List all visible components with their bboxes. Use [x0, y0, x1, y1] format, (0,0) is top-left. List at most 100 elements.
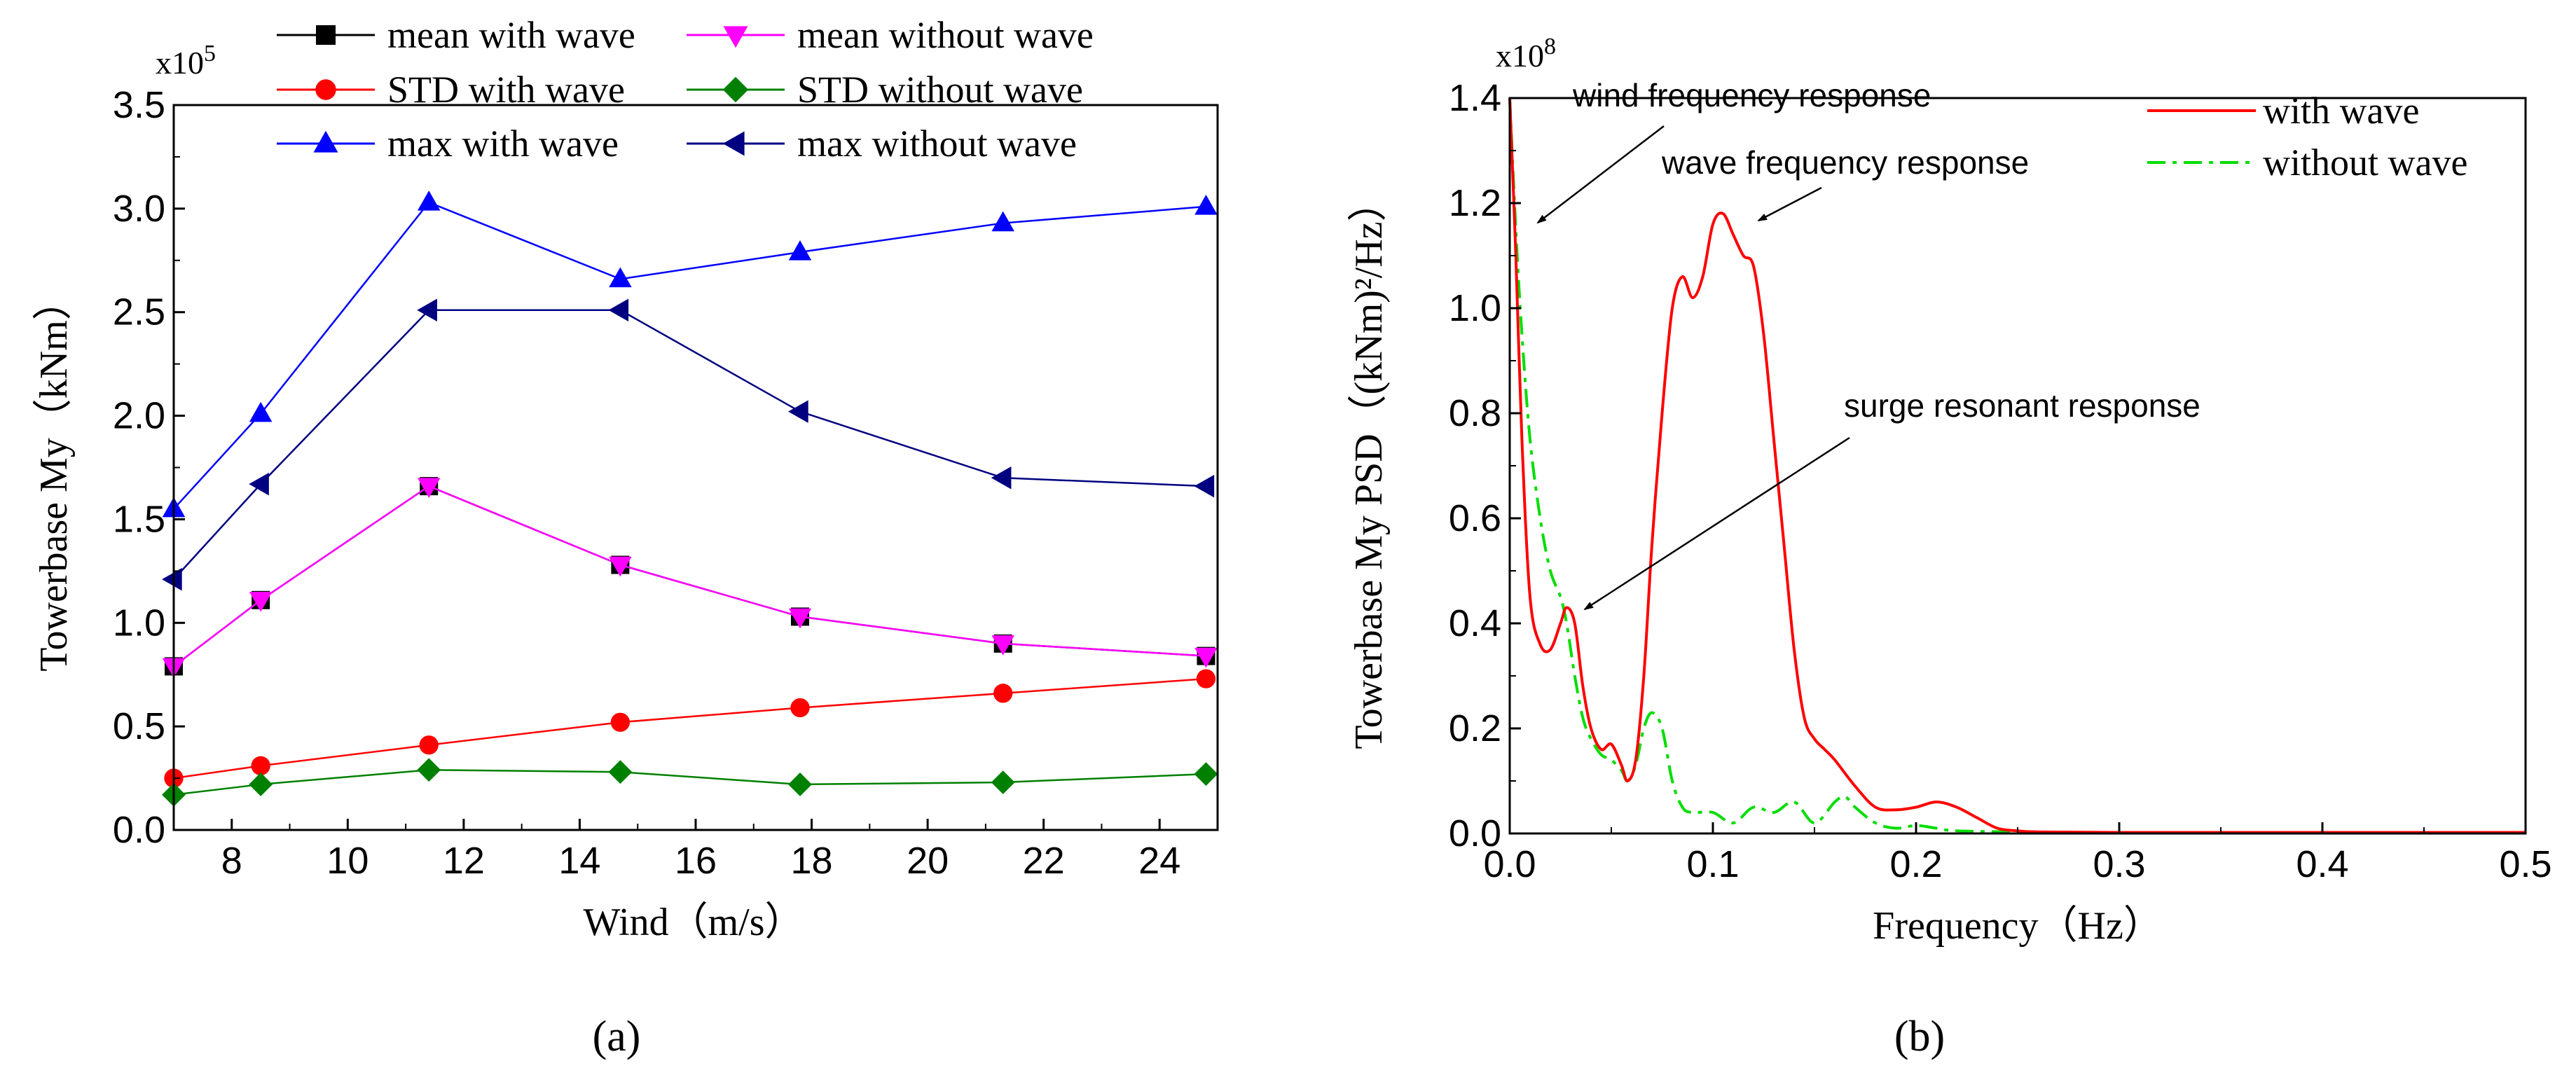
annotation-wind-frequency-text: wind frequency response — [1572, 77, 1931, 113]
series-line-max-with-wave — [173, 201, 1206, 510]
data-point-mean-without-wave — [249, 592, 273, 612]
chart-b-panel-label: (b) — [1894, 1013, 1945, 1060]
chart-a-y-multiplier-base: x10 — [156, 45, 204, 81]
chart-a-x-tick-label: 18 — [791, 840, 833, 882]
chart-b-y-tick-label: 1.2 — [1449, 182, 1501, 224]
annotation-wave-frequency-arrow — [1757, 186, 1822, 222]
chart-a-y-axis-label: Towerbase My（kNm） — [32, 281, 76, 672]
chart-b-y-tick-label: 0.0 — [1449, 812, 1501, 854]
chart-b-y-tick-label: 0.2 — [1449, 707, 1501, 749]
data-point-max-without-wave — [608, 298, 629, 322]
series-line-STD-with-wave — [173, 677, 1206, 780]
chart-b-x-axis-label: Frequency（Hz） — [1873, 904, 2163, 948]
chart-a-y-multiplier: x105 — [156, 41, 216, 81]
chart-b-y-multiplier: x108 — [1496, 34, 1556, 74]
data-point-mean-without-wave — [788, 608, 812, 629]
data-point-STD-with-wave — [610, 712, 631, 732]
chart-a-panel-label: (a) — [593, 1013, 641, 1060]
data-point-mean-without-wave — [1194, 647, 1218, 668]
legend-marker-STD-without-wave — [722, 76, 749, 103]
legend-label-with-wave: with wave — [2263, 90, 2419, 132]
chart-b-x-tick-label: 0.0 — [1483, 843, 1536, 885]
legend-label-without-wave: without wave — [2263, 141, 2467, 184]
data-point-STD-without-wave — [991, 770, 1015, 794]
series-line-with-wave — [1508, 97, 2526, 834]
data-point-max-with-wave — [1194, 195, 1218, 215]
data-point-max-without-wave — [788, 400, 808, 423]
data-point-STD-with-wave — [251, 756, 270, 775]
data-point-STD-without-wave — [608, 760, 633, 784]
legend-item-mean-without-wave: mean without wave — [687, 14, 1094, 56]
chart-a-x-tick-label: 24 — [1138, 840, 1180, 882]
chart-a-y-tick-label: 3.0 — [113, 188, 165, 230]
data-point-STD-without-wave — [417, 758, 441, 782]
chart-b-legend: with wave without wave — [2147, 90, 2467, 184]
chart-b-y-multiplier-base: x10 — [1496, 38, 1544, 74]
data-point-STD-without-wave — [788, 773, 812, 796]
legend-item-without-wave: without wave — [2147, 141, 2467, 184]
legend-item-max-with-wave: max with wave — [277, 123, 619, 165]
series-line-STD-without-wave — [173, 768, 1206, 796]
chart-b-x-tick-label: 0.4 — [2296, 843, 2348, 885]
chart-b-y-tick-label: 0.4 — [1449, 602, 1501, 644]
data-point-max-without-wave — [162, 567, 182, 591]
chart-a-y-tick-label: 0.0 — [113, 809, 165, 851]
annotation-wave-frequency-text: wave frequency response — [1661, 144, 2029, 181]
legend-label-mean-without-wave: mean without wave — [797, 14, 1094, 56]
data-point-mean-without-wave — [991, 635, 1014, 656]
data-point-mean-without-wave — [609, 556, 632, 577]
legend-marker-max-with-wave — [313, 130, 338, 153]
series-line-without-wave — [1508, 97, 2526, 834]
annotation-wind-frequency: wind frequency response — [1536, 77, 1931, 224]
series-line-mean-with-wave — [173, 485, 1206, 667]
legend-item-with-wave: with wave — [2147, 90, 2419, 132]
chart-b-y-tick-label: 1.0 — [1449, 287, 1501, 329]
data-point-STD-without-wave — [249, 773, 273, 796]
legend-label-STD-with-wave: STD with wave — [387, 69, 625, 111]
legend-marker-max-without-wave — [722, 131, 745, 156]
data-point-max-without-wave — [249, 472, 269, 496]
legend-label-mean-with-wave: mean with wave — [387, 14, 635, 56]
chart-b-y-multiplier-exp: 8 — [1544, 34, 1556, 60]
chart-b-plot-frame — [1508, 97, 2527, 835]
data-point-STD-with-wave — [790, 698, 810, 718]
annotation-surge-resonant-text: surge resonant response — [1844, 387, 2200, 424]
chart-a-x-tick-label: 22 — [1023, 840, 1065, 882]
series-line-max-without-wave — [173, 309, 1206, 581]
chart-a-ticks: 0.0 0.5 1.0 1.5 2.0 2.5 3.0 3.5 8 10 12 14 16 18 20 22 2… — [113, 84, 1218, 882]
data-point-mean-without-wave — [417, 478, 441, 499]
annotation-surge-resonant: surge resonant response — [1583, 387, 2200, 611]
data-point-STD-with-wave — [1196, 669, 1216, 688]
chart-a-x-tick-label: 16 — [675, 840, 717, 882]
legend-marker-STD-with-wave — [315, 79, 336, 100]
annotation-wind-frequency-arrow — [1536, 125, 1665, 224]
legend-item-mean-with-wave: mean with wave — [277, 14, 635, 56]
series-line-mean-without-wave — [173, 485, 1206, 667]
chart-b-y-tick-label: 0.8 — [1449, 392, 1501, 434]
data-point-STD-with-wave — [993, 684, 1013, 703]
chart-b-x-tick-label: 0.5 — [2499, 843, 2551, 885]
chart-a-x-tick-label: 8 — [221, 840, 242, 882]
chart-b-y-axis-label: Towerbase My PSD（(kNm)²/Hz） — [1347, 182, 1391, 749]
legend-label-max-without-wave: max without wave — [797, 123, 1077, 165]
chart-a-marks — [162, 191, 1218, 807]
data-point-max-without-wave — [417, 298, 437, 322]
chart-b-x-tick-label: 0.2 — [1889, 843, 1942, 885]
chart-a-x-tick-label: 14 — [558, 840, 600, 882]
chart-a-y-tick-label: 2.0 — [113, 395, 165, 437]
chart-b-y-tick-label: 0.6 — [1449, 497, 1501, 539]
data-point-max-with-wave — [417, 191, 441, 211]
chart-b-x-tick-label: 0.1 — [1686, 843, 1739, 885]
chart-a-y-tick-label: 3.5 — [113, 84, 165, 126]
data-point-STD-without-wave — [1194, 762, 1218, 787]
legend-item-STD-with-wave: STD with wave — [277, 69, 625, 111]
chart-b: 0.0 0.2 0.4 0.6 0.8 1.0 1.2 1.4 0.0 0.1 0.2 0.3 0.4 0… — [1347, 34, 2552, 1060]
legend-label-max-with-wave: max with wave — [387, 123, 619, 165]
legend-label-STD-without-wave: STD without wave — [797, 69, 1083, 111]
chart-a-y-multiplier-exp: 5 — [204, 41, 216, 67]
chart-b-x-tick-label: 0.3 — [2093, 843, 2145, 885]
chart-a-y-tick-label: 1.5 — [113, 498, 165, 540]
data-point-max-with-wave — [249, 401, 273, 422]
chart-b-marks — [1508, 97, 2526, 834]
